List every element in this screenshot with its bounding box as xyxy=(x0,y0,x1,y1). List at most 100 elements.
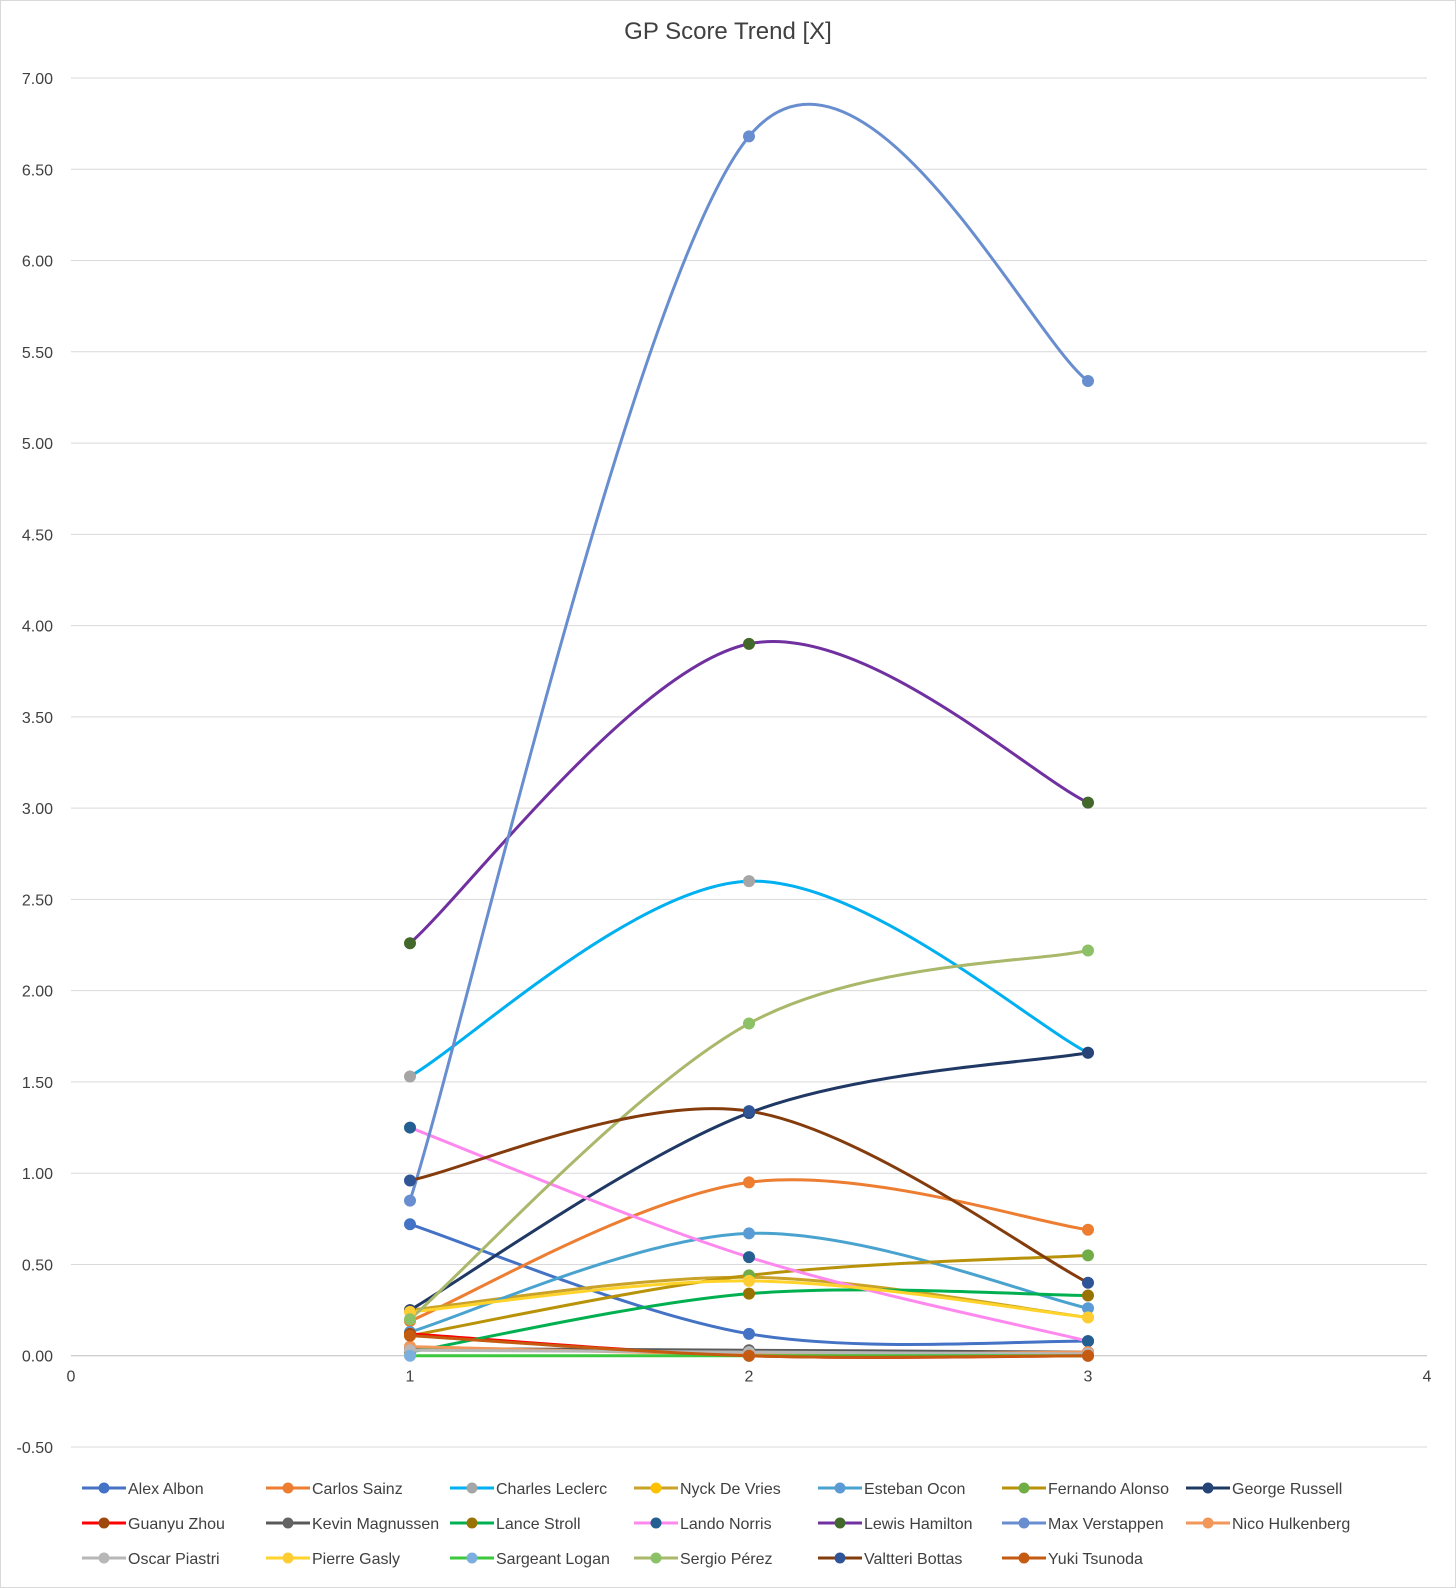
data-point xyxy=(1082,796,1094,809)
y-tick-label: 3.50 xyxy=(22,710,53,727)
legend-label: Yuki Tsunoda xyxy=(1048,1551,1143,1568)
legend-swatch-marker xyxy=(1018,1482,1030,1494)
data-point xyxy=(1082,1289,1094,1302)
legend-label: Max Verstappen xyxy=(1048,1516,1164,1533)
y-tick-label: 7.00 xyxy=(22,71,53,88)
y-tick-label: 2.50 xyxy=(22,892,53,909)
legend-swatch-marker xyxy=(98,1482,110,1494)
data-point xyxy=(743,875,755,888)
legend-item: Sergio Pérez xyxy=(634,1551,773,1568)
data-point xyxy=(1082,1223,1094,1236)
legend-label: Lance Stroll xyxy=(496,1516,581,1533)
y-tick-label: 1.00 xyxy=(22,1166,53,1183)
data-point xyxy=(404,1194,416,1207)
legend-swatch-marker xyxy=(834,1482,846,1494)
series-line xyxy=(408,102,1090,1203)
y-tick-label: 0.50 xyxy=(22,1257,53,1274)
legend-label: Sergio Pérez xyxy=(680,1551,773,1568)
data-point xyxy=(743,1251,755,1264)
data-point xyxy=(404,1121,416,1134)
legend-swatch-marker xyxy=(98,1552,110,1564)
legend-item: Alex Albon xyxy=(82,1481,204,1498)
legend-swatch-marker xyxy=(1018,1552,1030,1564)
data-point xyxy=(404,1174,416,1187)
data-point xyxy=(1082,944,1094,957)
y-tick-label: 5.00 xyxy=(22,436,53,453)
data-point xyxy=(404,1349,416,1362)
data-point xyxy=(743,1349,755,1362)
data-point xyxy=(743,1327,755,1340)
legend-swatch-marker xyxy=(282,1482,294,1494)
y-tick-label: 0.00 xyxy=(22,1349,53,1366)
legend-item: Pierre Gasly xyxy=(266,1551,400,1568)
legend-item: Carlos Sainz xyxy=(266,1481,403,1498)
data-point xyxy=(404,1329,416,1342)
legend-swatch-marker xyxy=(1202,1517,1214,1529)
data-point xyxy=(1082,1311,1094,1324)
y-tick-label: 5.50 xyxy=(22,345,53,362)
data-point xyxy=(1082,1249,1094,1262)
legend-item: Yuki Tsunoda xyxy=(1002,1551,1143,1568)
legend-swatch-marker xyxy=(834,1517,846,1529)
series-lines xyxy=(408,102,1090,1359)
data-point xyxy=(743,130,755,143)
legend-swatch-marker xyxy=(834,1552,846,1564)
series-line xyxy=(408,949,1090,1321)
legend-item: Nico Hulkenberg xyxy=(1186,1516,1350,1533)
data-point xyxy=(743,1227,755,1240)
legend-label: Esteban Ocon xyxy=(864,1481,965,1498)
series-markers xyxy=(404,130,1094,1362)
data-point xyxy=(1082,1046,1094,1059)
legend-swatch-marker xyxy=(282,1552,294,1564)
data-point xyxy=(1082,1349,1094,1362)
legend-label: Nyck De Vries xyxy=(680,1481,781,1498)
legend-item: Guanyu Zhou xyxy=(82,1516,225,1533)
legend-label: Guanyu Zhou xyxy=(128,1516,225,1533)
x-tick-label: 3 xyxy=(1084,1369,1093,1386)
axes: -0.50 0.00 0.50 1.00 1.50 2.00 2.50 3.00 3.50 4.0… xyxy=(17,71,1432,1457)
legend-swatch-marker xyxy=(282,1517,294,1529)
legend-item: Fernando Alonso xyxy=(1002,1481,1169,1498)
legend-swatch-marker xyxy=(98,1517,110,1529)
legend-label: Fernando Alonso xyxy=(1048,1481,1169,1498)
legend-label: Pierre Gasly xyxy=(312,1551,400,1568)
legend-label: Lando Norris xyxy=(680,1516,772,1533)
data-point xyxy=(743,1274,755,1287)
y-tick-label: 1.50 xyxy=(22,1075,53,1092)
x-tick-label: 0 xyxy=(67,1369,76,1386)
legend-label: Valtteri Bottas xyxy=(864,1551,962,1568)
legend-swatch-marker xyxy=(466,1482,478,1494)
series-line xyxy=(408,640,1090,945)
legend-swatch-marker xyxy=(650,1517,662,1529)
legend-item: Sargeant Logan xyxy=(450,1551,610,1568)
data-point xyxy=(743,637,755,650)
chart-title: GP Score Trend [X] xyxy=(624,18,832,45)
y-tick-label: 2.00 xyxy=(22,984,53,1001)
data-point xyxy=(743,1105,755,1118)
legend-label: Sargeant Logan xyxy=(496,1551,610,1568)
data-point xyxy=(743,1287,755,1300)
gridlines xyxy=(71,77,1427,1448)
data-point xyxy=(404,1218,416,1231)
data-point xyxy=(404,1070,416,1083)
y-tick-label: -0.50 xyxy=(17,1440,54,1457)
series-line xyxy=(408,879,1090,1078)
legend-swatch-marker xyxy=(466,1517,478,1529)
legend-swatch-marker xyxy=(650,1482,662,1494)
x-tick-label: 1 xyxy=(406,1369,415,1386)
legend-item: Nyck De Vries xyxy=(634,1481,781,1498)
legend-label: Lewis Hamilton xyxy=(864,1516,972,1533)
legend: Alex Albon Carlos Sainz Charles Leclerc Nyc… xyxy=(82,1481,1350,1568)
data-point xyxy=(1082,1335,1094,1348)
legend-label: Oscar Piastri xyxy=(128,1551,220,1568)
legend-label: Charles Leclerc xyxy=(496,1481,607,1498)
legend-item: Charles Leclerc xyxy=(450,1481,607,1498)
legend-item: Lance Stroll xyxy=(450,1516,581,1533)
legend-item: Oscar Piastri xyxy=(82,1551,220,1568)
x-tick-label: 2 xyxy=(745,1369,754,1386)
data-point xyxy=(404,937,416,950)
y-tick-label: 4.50 xyxy=(22,527,53,544)
legend-item: Esteban Ocon xyxy=(818,1481,965,1498)
